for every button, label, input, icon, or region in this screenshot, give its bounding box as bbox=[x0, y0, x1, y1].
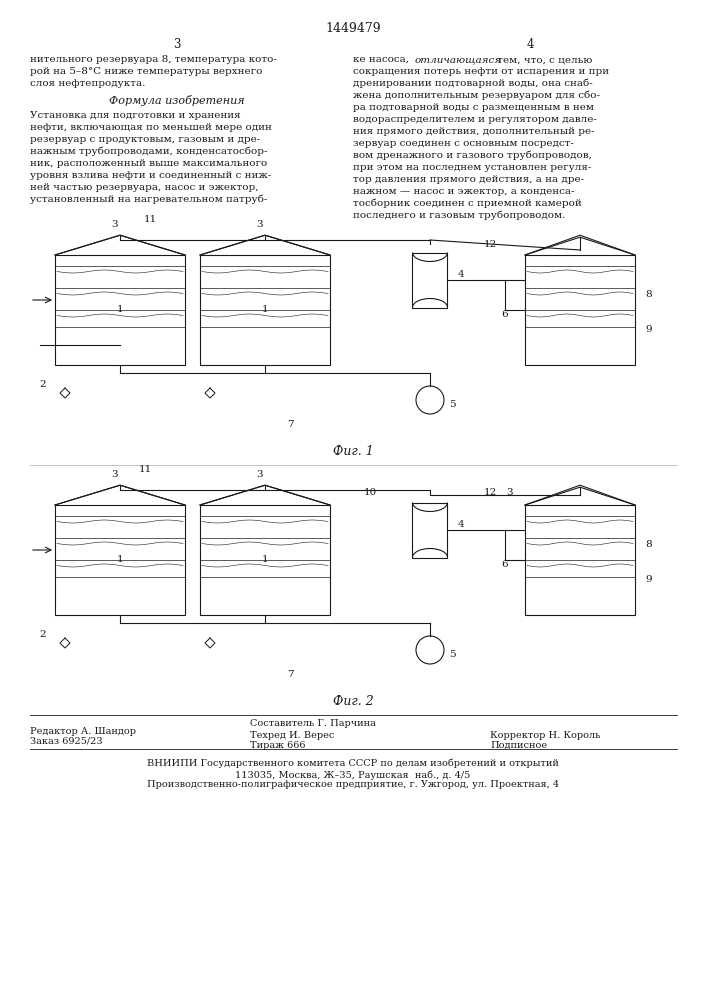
Text: 4: 4 bbox=[457, 270, 464, 279]
Text: 12: 12 bbox=[484, 488, 496, 497]
Text: 8: 8 bbox=[645, 540, 652, 549]
Text: 1: 1 bbox=[117, 555, 123, 564]
Text: Подписное: Подписное bbox=[490, 741, 547, 750]
Text: Техред И. Верес: Техред И. Верес bbox=[250, 731, 334, 740]
Text: нажным трубопроводами, конденсатосбор-: нажным трубопроводами, конденсатосбор- bbox=[30, 147, 267, 156]
Bar bbox=[412, 252, 448, 308]
Text: Производственно-полиграфическое предприятие, г. Ужгород, ул. Проектная, 4: Производственно-полиграфическое предприя… bbox=[147, 780, 559, 789]
Text: 3: 3 bbox=[112, 220, 118, 229]
Bar bbox=[412, 502, 448, 558]
Text: 6: 6 bbox=[502, 310, 508, 319]
Bar bbox=[525, 255, 635, 365]
Text: Тираж 666: Тираж 666 bbox=[250, 741, 305, 750]
Text: 5: 5 bbox=[449, 650, 455, 659]
Text: Редактор А. Шандор: Редактор А. Шандор bbox=[30, 727, 136, 736]
Text: 6: 6 bbox=[502, 560, 508, 569]
Bar bbox=[55, 255, 185, 365]
Text: 3: 3 bbox=[507, 488, 513, 497]
Text: 3: 3 bbox=[173, 38, 181, 51]
Text: 11: 11 bbox=[144, 215, 157, 224]
Text: Корректор Н. Король: Корректор Н. Король bbox=[490, 731, 600, 740]
Text: ра подтоварной воды с размещенным в нем: ра подтоварной воды с размещенным в нем bbox=[353, 103, 594, 112]
Text: нажном — насос и эжектор, а конденса-: нажном — насос и эжектор, а конденса- bbox=[353, 187, 575, 196]
Text: 1: 1 bbox=[117, 305, 123, 314]
Bar bbox=[200, 255, 330, 365]
Text: тосборник соединен с приемной камерой: тосборник соединен с приемной камерой bbox=[353, 199, 582, 209]
Text: 11: 11 bbox=[139, 465, 151, 474]
Text: ней частью резервуара, насос и эжектор,: ней частью резервуара, насос и эжектор, bbox=[30, 183, 259, 192]
Text: ВНИИПИ Государственного комитета СССР по делам изобретений и открытий: ВНИИПИ Государственного комитета СССР по… bbox=[147, 759, 559, 768]
Text: Составитель Г. Парчина: Составитель Г. Парчина bbox=[250, 719, 376, 728]
Text: 8: 8 bbox=[645, 290, 652, 299]
Text: Фиг. 2: Фиг. 2 bbox=[332, 695, 373, 708]
Text: 3: 3 bbox=[257, 220, 263, 229]
Text: 4: 4 bbox=[526, 38, 534, 51]
Text: ник, расположенный выше максимального: ник, расположенный выше максимального bbox=[30, 159, 267, 168]
Text: рой на 5–8°С ниже температуры верхнего: рой на 5–8°С ниже температуры верхнего bbox=[30, 67, 262, 76]
Text: при этом на последнем установлен регуля-: при этом на последнем установлен регуля- bbox=[353, 163, 591, 172]
Text: слоя нефтепродукта.: слоя нефтепродукта. bbox=[30, 79, 146, 88]
Text: ния прямого действия, дополнительный ре-: ния прямого действия, дополнительный ре- bbox=[353, 127, 595, 136]
Text: уровня взлива нефти и соединенный с ниж-: уровня взлива нефти и соединенный с ниж- bbox=[30, 171, 271, 180]
Text: резервуар с продуктовым, газовым и дре-: резервуар с продуктовым, газовым и дре- bbox=[30, 135, 260, 144]
Text: сокращения потерь нефти от испарения и при: сокращения потерь нефти от испарения и п… bbox=[353, 67, 609, 76]
Text: 1449479: 1449479 bbox=[325, 22, 381, 35]
Text: нефти, включающая по меньшей мере один: нефти, включающая по меньшей мере один bbox=[30, 123, 272, 132]
Text: ке насоса,: ке насоса, bbox=[353, 55, 412, 64]
Text: 2: 2 bbox=[40, 630, 47, 639]
Text: 9: 9 bbox=[645, 325, 652, 334]
Text: тор давления прямого действия, а на дре-: тор давления прямого действия, а на дре- bbox=[353, 175, 584, 184]
Text: 1: 1 bbox=[262, 555, 269, 564]
Text: 9: 9 bbox=[645, 575, 652, 584]
Text: 4: 4 bbox=[457, 520, 464, 529]
Text: жена дополнительным резервуаром для сбо-: жена дополнительным резервуаром для сбо- bbox=[353, 91, 600, 101]
Text: нительного резервуара 8, температура кото-: нительного резервуара 8, температура кот… bbox=[30, 55, 277, 64]
Text: 5: 5 bbox=[449, 400, 455, 409]
Text: 7: 7 bbox=[286, 420, 293, 429]
Text: 3: 3 bbox=[112, 470, 118, 479]
Bar bbox=[200, 505, 330, 615]
Text: Формула изобретения: Формула изобретения bbox=[109, 95, 245, 106]
Text: дренировании подтоварной воды, она снаб-: дренировании подтоварной воды, она снаб- bbox=[353, 79, 592, 89]
Text: 113035, Москва, Ж–35, Раушская  наб., д. 4/5: 113035, Москва, Ж–35, Раушская наб., д. … bbox=[235, 770, 471, 780]
Text: 10: 10 bbox=[363, 488, 377, 497]
Text: 1: 1 bbox=[262, 305, 269, 314]
Text: тем, что, с целью: тем, что, с целью bbox=[494, 55, 592, 64]
Text: 3: 3 bbox=[257, 470, 263, 479]
Bar bbox=[525, 505, 635, 615]
Text: Фиг. 1: Фиг. 1 bbox=[332, 445, 373, 458]
Text: вом дренажного и газового трубопроводов,: вом дренажного и газового трубопроводов, bbox=[353, 151, 592, 160]
Text: последнего и газовым трубопроводом.: последнего и газовым трубопроводом. bbox=[353, 211, 566, 221]
Text: Заказ 6925/23: Заказ 6925/23 bbox=[30, 737, 103, 746]
Text: 12: 12 bbox=[484, 240, 496, 249]
Text: 2: 2 bbox=[40, 380, 47, 389]
Text: водораспределителем и регулятором давле-: водораспределителем и регулятором давле- bbox=[353, 115, 597, 124]
Text: установленный на нагревательном патруб-: установленный на нагревательном патруб- bbox=[30, 195, 267, 205]
Text: отличающаяся: отличающаяся bbox=[415, 55, 502, 64]
Text: зервуар соединен с основным посредст-: зервуар соединен с основным посредст- bbox=[353, 139, 574, 148]
Bar bbox=[55, 505, 185, 615]
Text: 7: 7 bbox=[286, 670, 293, 679]
Text: Установка для подготовки и хранения: Установка для подготовки и хранения bbox=[30, 111, 240, 120]
